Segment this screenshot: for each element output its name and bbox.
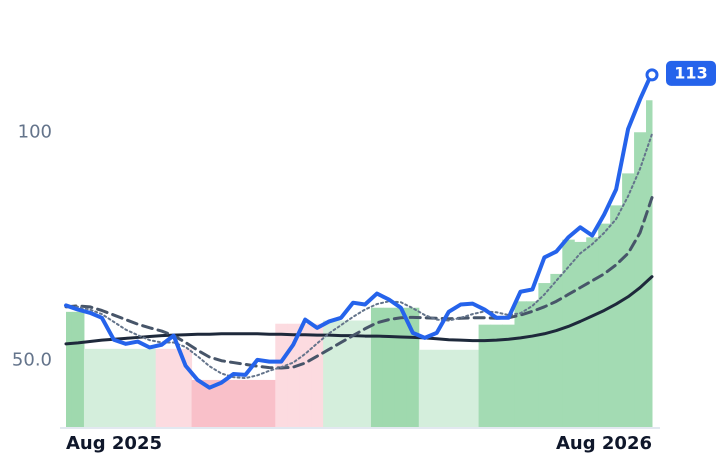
band-bar: [155, 348, 169, 427]
x-tick-label: Aug 2026: [556, 433, 652, 454]
band-bar: [227, 379, 240, 427]
band-bar: [502, 324, 515, 427]
band-bar: [359, 320, 372, 427]
band-bar: [574, 241, 587, 427]
y-tick-label: 50.0: [12, 350, 52, 371]
band-bar: [215, 379, 228, 427]
band-bar: [299, 323, 312, 427]
band-bar: [251, 379, 264, 427]
band-bar: [239, 379, 252, 427]
x-tick-label: Aug 2025: [66, 433, 162, 454]
band-bar: [311, 323, 324, 427]
band-bar: [514, 301, 527, 427]
band-bar: [562, 239, 575, 427]
band-bar: [167, 348, 181, 427]
band-bar: [490, 324, 504, 427]
band-bar: [95, 348, 109, 427]
band-bar: [598, 223, 611, 427]
band-bar: [526, 301, 539, 427]
band-bar: [466, 349, 480, 427]
band-bar: [394, 307, 408, 427]
band-bar: [71, 311, 85, 427]
band-bar: [119, 348, 133, 427]
band-bar: [586, 237, 599, 427]
band-bar: [107, 348, 121, 427]
band-bar: [478, 324, 492, 427]
y-tick-label: 100: [18, 121, 52, 142]
band-bar: [610, 205, 623, 427]
band-bar: [622, 173, 635, 427]
band-bar: [418, 349, 432, 427]
band-bar: [442, 349, 456, 427]
band-bar: [335, 320, 348, 427]
band-bar: [143, 348, 157, 427]
band-bar: [538, 283, 551, 427]
band-bar: [347, 320, 360, 427]
band-bar: [430, 349, 444, 427]
band-bar: [646, 100, 653, 428]
band-bar: [263, 379, 276, 427]
price-badge: [666, 60, 716, 86]
band-bar: [454, 349, 468, 427]
series-line: [64, 275, 654, 346]
series-line: [64, 196, 654, 370]
last-point: [645, 68, 659, 82]
band-bar: [66, 311, 73, 427]
band-bar: [275, 323, 288, 427]
band-bar: [83, 348, 97, 427]
band-bar: [131, 348, 145, 427]
band-bar: [634, 132, 647, 427]
series-line: [64, 70, 654, 390]
price-label: 113: [674, 63, 707, 82]
band-bar: [191, 379, 205, 427]
band-bar: [550, 273, 563, 427]
band-bar: [203, 379, 216, 427]
band-bar: [382, 307, 396, 427]
